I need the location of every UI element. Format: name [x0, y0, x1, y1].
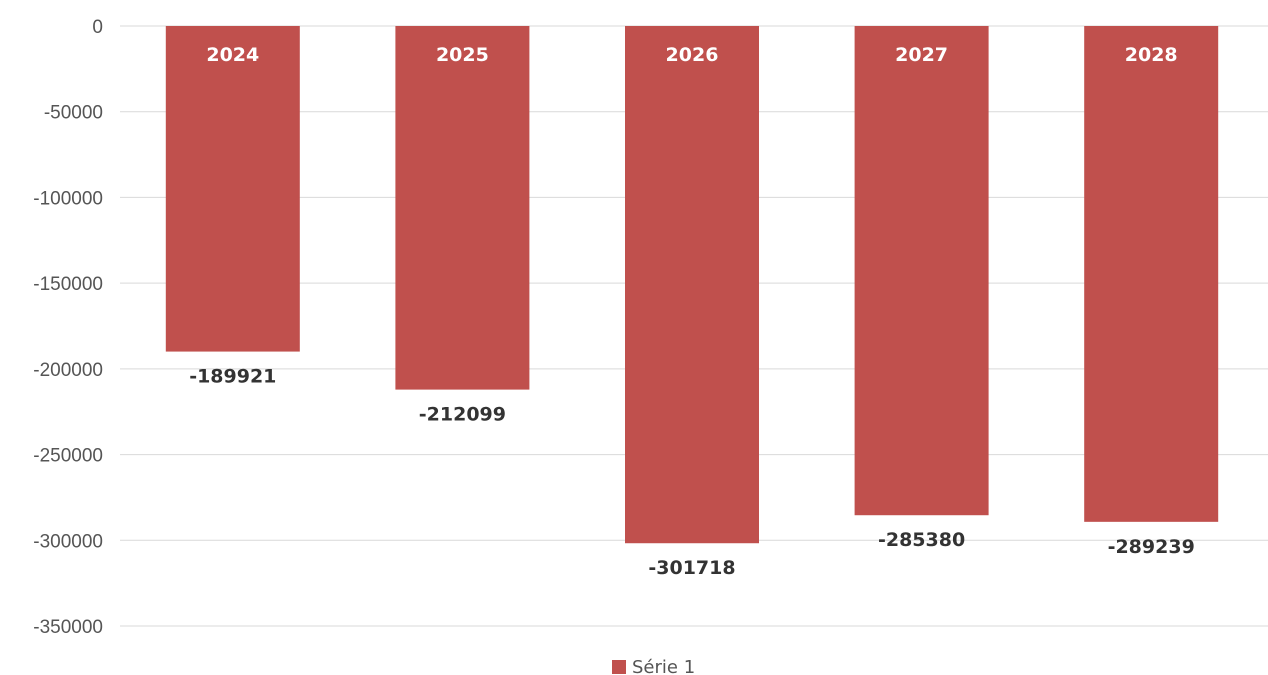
- bars: [165, 26, 1219, 544]
- data-label-2024: -189921: [189, 366, 276, 388]
- category-label-2026: 2026: [666, 44, 719, 66]
- category-label-2028: 2028: [1125, 44, 1178, 66]
- y-tick-label: -150000: [33, 274, 103, 295]
- data-label-2028: -289239: [1108, 536, 1195, 558]
- category-label-2025: 2025: [436, 44, 489, 66]
- bar-2027: [854, 26, 989, 516]
- y-axis-ticks: 0 -50000 -100000 -150000 -200000 -250000 -3000…: [33, 17, 103, 638]
- bar-2024: [165, 26, 300, 352]
- labels: 2024 -189921 2025 -212099 2026 -301718 2027 -28…: [189, 44, 1195, 579]
- bar-2025: [395, 26, 530, 390]
- y-tick-label: -300000: [33, 531, 103, 552]
- y-tick-label: -200000: [33, 360, 103, 381]
- data-label-2027: -285380: [878, 529, 965, 551]
- legend: Série 1: [612, 657, 695, 675]
- bar-2026: [625, 26, 759, 544]
- y-tick-label: -50000: [44, 103, 103, 124]
- data-label-2025: -212099: [419, 404, 506, 426]
- data-label-2026: -301718: [648, 557, 735, 579]
- legend-swatch: [612, 660, 626, 674]
- category-label-2027: 2027: [895, 44, 948, 66]
- bar-2028: [1084, 26, 1219, 522]
- category-label-2024: 2024: [206, 44, 259, 66]
- y-tick-label: -350000: [33, 617, 103, 638]
- y-tick-label: -250000: [33, 446, 103, 467]
- y-tick-label: -100000: [33, 188, 103, 209]
- y-tick-label: 0: [92, 17, 103, 38]
- legend-label-serie-1: Série 1: [632, 657, 695, 675]
